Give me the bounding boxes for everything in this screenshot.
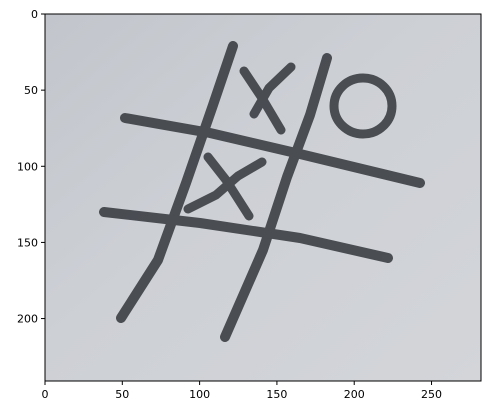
axes-frame <box>44 13 482 382</box>
grid-line-bottom-horizontal <box>99 207 393 263</box>
x-axis-ticks: 0 50 100 150 200 250 <box>42 381 442 401</box>
y-tick-label: 150 <box>17 236 38 249</box>
handwritten-grid <box>99 41 425 342</box>
grid-line-left-vertical <box>116 41 238 323</box>
grid-line-right-vertical <box>220 53 332 342</box>
x-mark-center <box>203 152 254 221</box>
y-axis-ticks: 0 50 100 150 200 <box>17 8 45 326</box>
x-tick-label: 250 <box>421 388 442 401</box>
x-mark-center <box>183 157 267 214</box>
paper-background <box>45 14 481 381</box>
tic-tac-toe-photo <box>45 14 481 381</box>
y-tick-label: 200 <box>17 313 38 326</box>
y-tick-label: 50 <box>24 84 38 97</box>
x-tick-label: 100 <box>189 388 210 401</box>
x-mark-top-center <box>249 62 296 119</box>
o-mark-top-right <box>329 73 397 139</box>
x-tick-label: 150 <box>266 388 287 401</box>
x-tick-label: 50 <box>115 388 129 401</box>
x-tick-label: 200 <box>344 388 365 401</box>
y-tick-label: 100 <box>17 160 38 173</box>
x-tick-label: 0 <box>42 388 49 401</box>
grid-line-top-horizontal <box>120 113 425 188</box>
y-tick-label: 0 <box>31 8 38 21</box>
